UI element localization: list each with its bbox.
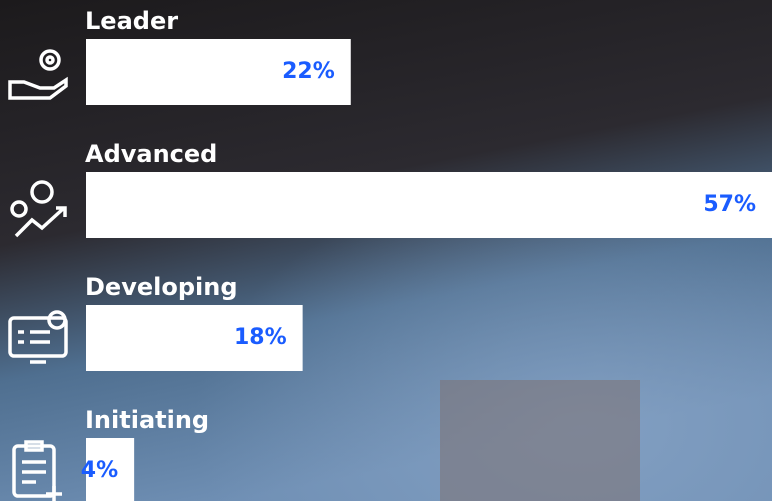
- value-label: 4%: [81, 458, 118, 483]
- value-label: 18%: [234, 325, 287, 350]
- background-patch: [440, 380, 640, 501]
- category-label: Advanced: [85, 140, 217, 168]
- value-label: 22%: [282, 59, 335, 84]
- icon-initiating: [12, 440, 62, 501]
- icon-developing: [8, 310, 68, 364]
- value-label: 57%: [703, 192, 756, 217]
- category-label: Leader: [85, 7, 178, 35]
- category-label: Initiating: [85, 406, 209, 434]
- category-label: Developing: [85, 273, 238, 301]
- icon-advanced: [10, 180, 67, 238]
- bar: [86, 305, 303, 371]
- bar: [86, 172, 772, 238]
- icon-leader: [8, 49, 68, 100]
- bar: [86, 39, 351, 105]
- bar: [86, 438, 135, 501]
